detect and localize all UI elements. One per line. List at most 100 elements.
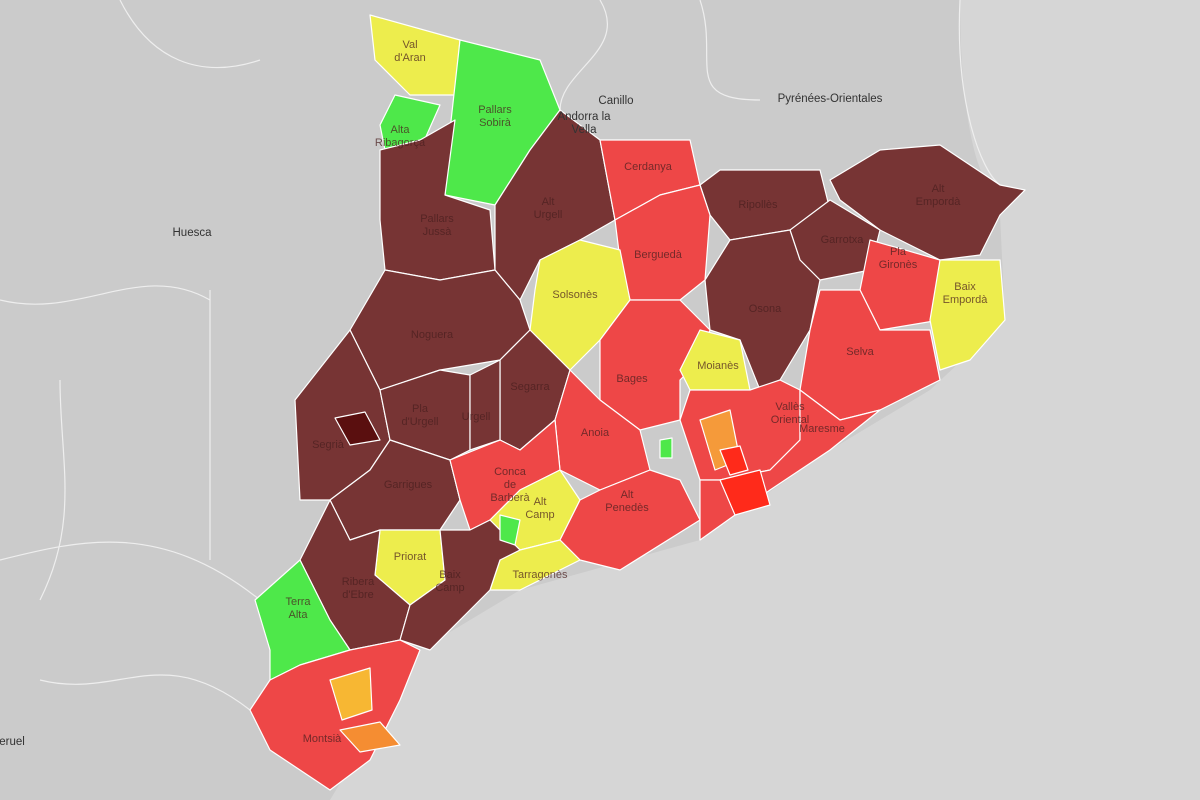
region-label: Baix Empordà: [943, 281, 989, 306]
region-label: Cerdanya: [624, 161, 673, 173]
region-label: Alta Ribagorça: [375, 124, 426, 149]
region-label-line: Anoia: [581, 427, 610, 439]
region-label-line: Terra: [285, 596, 311, 608]
region-label: Garrotxa: [821, 234, 865, 246]
region-label-line: Cerdanya: [624, 161, 673, 173]
region: [369, 14, 461, 96]
region-label: Terra Alta: [285, 596, 311, 621]
region-label-line: Alta: [391, 124, 411, 136]
region-label: Alt Empordà: [916, 183, 962, 208]
region: [399, 519, 521, 651]
region-label-line: Alt: [534, 496, 547, 508]
region-label: Bages: [616, 373, 648, 385]
region-label-line: Urgell: [534, 209, 563, 221]
region-label: Segrià: [312, 439, 345, 451]
region-label-line: Urgell: [462, 411, 491, 423]
region-label-line: Camp: [525, 509, 554, 521]
region-label: Noguera: [411, 329, 454, 341]
region-label-line: Montsià: [303, 733, 342, 745]
region-label-line: Alt: [932, 183, 945, 195]
region-label-line: Oriental: [771, 414, 810, 426]
region-label-line: Ribera: [342, 576, 375, 588]
place-label-line: Andorra la: [557, 111, 611, 123]
region-label: Alt Penedès: [605, 489, 649, 514]
region: [379, 119, 496, 281]
region-label-line: Jussà: [423, 226, 453, 238]
place-label-line: Canillo: [598, 95, 633, 107]
place-label: Huesca: [173, 227, 213, 239]
place-label-line: Pyrénées-Orientales: [778, 93, 883, 105]
region-label-line: Noguera: [411, 329, 454, 341]
region-label-line: Val: [402, 39, 417, 51]
region-label: Vallès Oriental: [771, 401, 810, 426]
region-label-line: Solsonès: [552, 289, 598, 301]
region-label: Priorat: [394, 551, 426, 563]
region-label-line: Maresme: [799, 423, 845, 435]
region-label-line: Alt: [621, 489, 634, 501]
region-label-line: Baix: [954, 281, 976, 293]
region-label: Ripollès: [738, 199, 778, 211]
region-label: Val d'Aran: [394, 39, 425, 64]
region-label-line: Camp: [435, 582, 464, 594]
region-label: Pla d'Urgell: [402, 403, 439, 428]
region-label: Urgell: [462, 411, 491, 423]
region-label-line: Vallès: [775, 401, 805, 413]
patch: [659, 437, 673, 459]
region-label-line: d'Urgell: [402, 416, 439, 428]
region-label-line: Empordà: [916, 196, 962, 208]
place-label: eruel: [0, 736, 25, 748]
regions: [249, 14, 1026, 791]
region-label-line: Tarragonès: [512, 569, 568, 581]
patch: [499, 514, 521, 546]
region-label: Ribera d'Ebre: [342, 576, 375, 601]
region-label: Alt Urgell: [534, 196, 563, 221]
region-label-line: Baix: [439, 569, 461, 581]
region-label-line: Bages: [616, 373, 648, 385]
region-label-line: Pallars: [420, 213, 454, 225]
region: [469, 359, 501, 451]
region-label: Montsià: [303, 733, 342, 745]
region-label-line: Osona: [749, 303, 782, 315]
region-label-line: Selva: [846, 346, 874, 358]
region-label-line: Sobirà: [479, 117, 512, 129]
place-label: Pyrénées-Orientales: [778, 93, 883, 105]
region-label: Anoia: [581, 427, 610, 439]
region-label: Baix Camp: [435, 569, 464, 594]
region-label: Solsonès: [552, 289, 598, 301]
region-label-line: Pla: [890, 246, 907, 258]
patch: [719, 469, 771, 516]
region-label-line: Garrigues: [384, 479, 433, 491]
region-label-line: Pallars: [478, 104, 512, 116]
place-label-line: eruel: [0, 736, 25, 748]
place-label: Canillo: [598, 95, 633, 107]
region-label-line: Pla: [412, 403, 429, 415]
region-label-line: Gironès: [879, 259, 918, 271]
region-label: Selva: [846, 346, 874, 358]
patch: [339, 721, 401, 753]
region-label-line: Priorat: [394, 551, 426, 563]
region-label: Pallars Sobirà: [478, 104, 512, 129]
region-label-line: Garrotxa: [821, 234, 865, 246]
region-label-line: Conca: [494, 466, 527, 478]
region-label: Moianès: [697, 360, 739, 372]
place-label: Andorra la Vella: [557, 111, 611, 136]
region-label-line: Moianès: [697, 360, 739, 372]
region-label: Pallars Jussà: [420, 213, 454, 238]
region-label-line: Ribagorça: [375, 137, 426, 149]
region-label-line: Berguedà: [634, 249, 683, 261]
region-label-line: Empordà: [943, 294, 989, 306]
region-label-line: d'Aran: [394, 52, 425, 64]
region-label-line: Segarra: [510, 381, 550, 393]
region-label: Berguedà: [634, 249, 683, 261]
patch: [334, 411, 381, 446]
borders: [0, 0, 1001, 711]
region-label: Segarra: [510, 381, 550, 393]
region-label-line: Alt: [542, 196, 555, 208]
region: [554, 369, 651, 491]
region: [249, 639, 421, 791]
region-label-line: de: [504, 479, 516, 491]
region: [859, 239, 941, 331]
region-label: Garrigues: [384, 479, 433, 491]
region-label: Conca de Barberà: [490, 466, 530, 504]
